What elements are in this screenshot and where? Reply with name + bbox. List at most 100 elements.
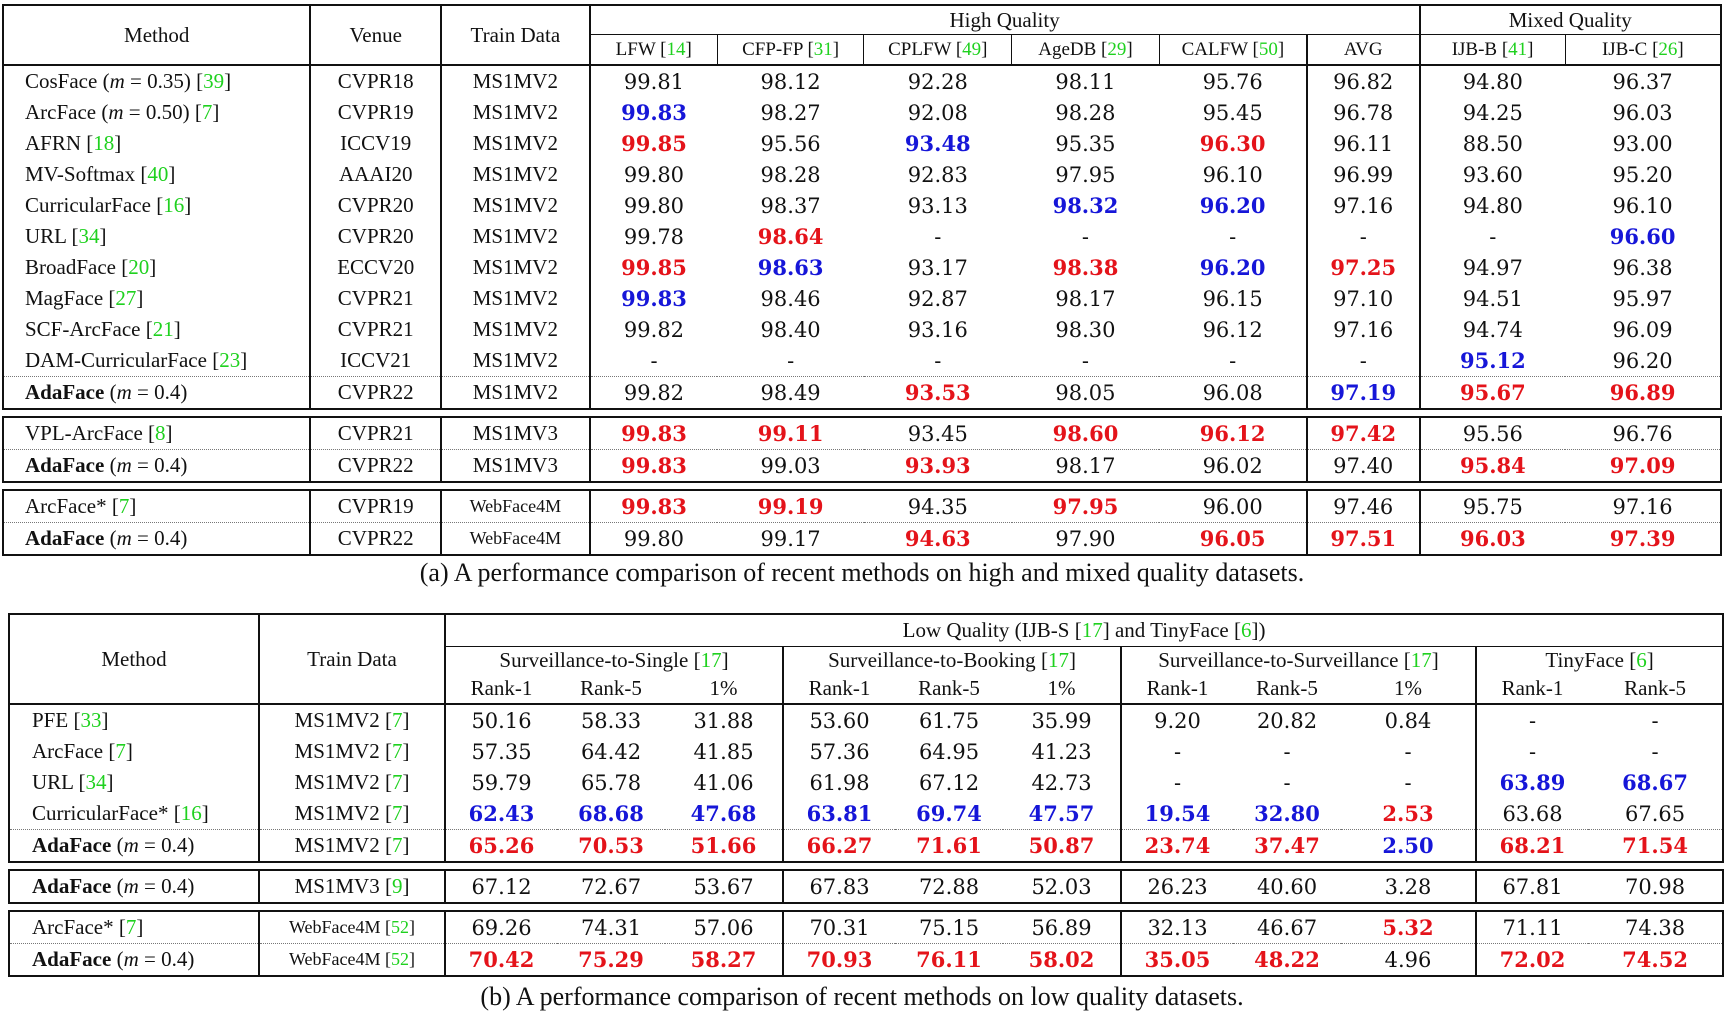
value-cell: 98.11 xyxy=(1011,64,1160,97)
value-cell: 32.13 xyxy=(1120,910,1233,944)
table-high-mixed-quality: Method Venue Train Data High Quality Mix… xyxy=(1,4,1723,556)
value-cell: 99.19 xyxy=(717,489,864,523)
value-cell: 94.63 xyxy=(863,522,1012,556)
value-cell: 94.80 xyxy=(1418,190,1566,221)
citation[interactable]: 7 xyxy=(391,770,403,794)
value-cell: 47.68 xyxy=(690,801,757,826)
value-cell: 75.29 xyxy=(557,943,665,977)
citation[interactable]: 7 xyxy=(391,739,403,763)
citation[interactable]: 16 xyxy=(163,193,185,217)
citation[interactable]: 6 xyxy=(1636,647,1647,672)
value-cell: - xyxy=(1305,221,1420,252)
citation[interactable]: 7 xyxy=(391,801,403,825)
value-cell: 99.03 xyxy=(717,449,864,483)
value-cell: 57.06 xyxy=(665,910,783,944)
value-cell: 98.37 xyxy=(760,193,821,218)
method-cell: PFE [33] xyxy=(8,703,259,736)
citation[interactable]: 34 xyxy=(78,224,100,248)
citation[interactable]: 7 xyxy=(391,708,403,732)
citation[interactable]: 52 xyxy=(391,917,410,937)
citation[interactable]: 18 xyxy=(93,131,115,155)
citation[interactable]: 41 xyxy=(1508,38,1528,60)
value-cell: 99.83 xyxy=(588,449,718,483)
citation[interactable]: 16 xyxy=(180,801,202,825)
col-header-method: Method xyxy=(8,613,259,705)
value-cell: 96.15 xyxy=(1202,286,1263,311)
value-cell: 98.49 xyxy=(717,376,864,410)
citation[interactable]: 50 xyxy=(1258,38,1278,60)
table-row: SCF-ArcFace [21] CVPR21 MS1MV2 99.82 98.40 93… xyxy=(1,314,1722,345)
col-header-1pct: 1% xyxy=(1003,674,1121,705)
citation[interactable]: 34 xyxy=(85,770,107,794)
value-cell: 26.23 xyxy=(1120,869,1233,904)
citation[interactable]: 39 xyxy=(203,69,225,93)
citation[interactable]: 6 xyxy=(1240,617,1252,642)
col-group-surveillance-to-booking: Surveillance-to-Booking [17] xyxy=(782,646,1121,674)
group-gap xyxy=(9,903,1723,911)
citation[interactable]: 7 xyxy=(118,494,130,518)
table-row: URL [34] MS1MV2 [7] 59.79 65.78 41.06 61.98 67… xyxy=(8,767,1724,798)
method-cell: AdaFace (m = 0.4) xyxy=(8,869,259,904)
value-cell: 94.97 xyxy=(1418,252,1566,283)
method-name: AdaFace xyxy=(25,453,105,477)
citation[interactable]: 8 xyxy=(155,421,166,445)
citation[interactable]: 27 xyxy=(115,286,137,310)
col-header-1pct: 1% xyxy=(665,674,783,705)
citation[interactable]: 9 xyxy=(391,874,403,898)
venue-cell: ICCV21 xyxy=(309,345,442,377)
value-cell: 97.25 xyxy=(1305,252,1420,283)
col-header-rank-1: Rank-1 xyxy=(444,674,557,705)
group-gap xyxy=(3,409,1721,417)
train-data-cell: WebFace4M [52] xyxy=(258,910,445,944)
citation[interactable]: 17 xyxy=(1047,647,1069,672)
value-cell: 95.56 xyxy=(760,131,821,156)
value-cell: 52.03 xyxy=(1003,869,1121,904)
table-row: PFE [33] MS1MV2 [7] 50.16 58.33 31.88 53.60 61… xyxy=(8,703,1724,736)
col-header-avg: AVG xyxy=(1305,34,1420,66)
citation[interactable]: 7 xyxy=(201,100,213,124)
citation[interactable]: 49 xyxy=(962,38,982,60)
citation[interactable]: 29 xyxy=(1107,38,1127,60)
method-name: CosFace xyxy=(25,69,98,93)
method-param: (m = 0.50) xyxy=(101,100,190,124)
train-data-cell: WebFace4M xyxy=(440,522,590,556)
value-cell: 93.48 xyxy=(904,131,971,156)
value-cell: 3.28 xyxy=(1341,869,1476,904)
value-cell: 98.17 xyxy=(1011,449,1160,483)
value-cell: 98.28 xyxy=(760,162,821,187)
value-cell: 94.25 xyxy=(1418,97,1566,128)
citation[interactable]: 14 xyxy=(666,38,686,60)
citation[interactable]: 40 xyxy=(147,162,169,186)
venue-cell: AAAI20 xyxy=(309,159,442,190)
train-data-cell: MS1MV2 xyxy=(440,314,590,345)
citation[interactable]: 7 xyxy=(391,833,403,857)
citation[interactable]: 17 xyxy=(1081,617,1103,642)
citation[interactable]: 21 xyxy=(152,317,174,341)
value-cell: 97.95 xyxy=(1011,489,1160,523)
method-name: URL xyxy=(25,224,67,248)
value-cell: 58.02 xyxy=(1003,943,1121,977)
value-cell: 59.79 xyxy=(444,767,557,798)
citation[interactable]: 31 xyxy=(813,38,833,60)
citation[interactable]: 23 xyxy=(219,348,241,372)
method-name: MagFace xyxy=(25,286,104,310)
train-data-cell: MS1MV2 [7] xyxy=(258,798,445,830)
citation[interactable]: 26 xyxy=(1658,38,1678,60)
value-cell: 70.53 xyxy=(557,829,665,863)
group-gap xyxy=(9,862,1723,870)
value-cell: 94.51 xyxy=(1418,283,1566,314)
method-name: AdaFace xyxy=(32,874,112,898)
citation[interactable]: 20 xyxy=(128,255,150,279)
citation[interactable]: 17 xyxy=(700,647,722,672)
citation[interactable]: 52 xyxy=(391,949,410,969)
citation[interactable]: 33 xyxy=(80,708,102,732)
value-cell: 2.50 xyxy=(1341,829,1476,863)
value-cell: 93.60 xyxy=(1418,159,1566,190)
table-row: AdaFace (m = 0.4) CVPR22 MS1MV3 99.83 99.03 9… xyxy=(1,449,1722,483)
citation[interactable]: 17 xyxy=(1410,647,1432,672)
citation[interactable]: 7 xyxy=(125,915,137,939)
value-cell: 99.82 xyxy=(588,314,718,345)
citation[interactable]: 7 xyxy=(115,739,126,763)
col-header-rank-1: Rank-1 xyxy=(782,674,895,705)
table-row: AdaFace (m = 0.4) CVPR22 WebFace4M 99.80 99.… xyxy=(1,522,1722,556)
